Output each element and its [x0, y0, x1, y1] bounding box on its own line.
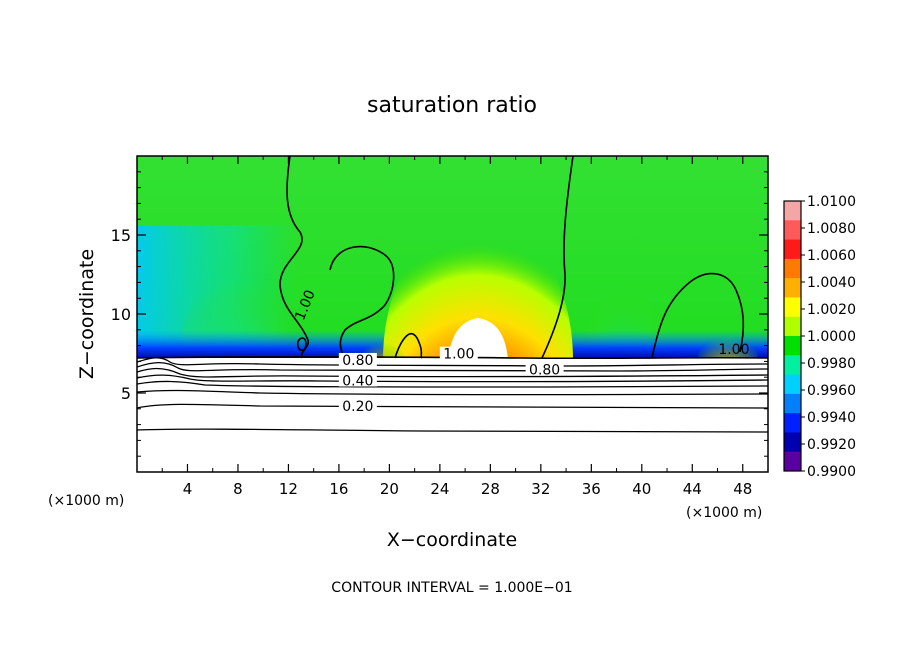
- x-tick-label: 8: [233, 480, 243, 498]
- contour-label-bg: [338, 352, 377, 366]
- contour-1-00-right: [541, 156, 574, 359]
- contour-label-bg: [338, 373, 377, 387]
- contour-label: 1.00: [718, 342, 749, 358]
- x-axis: 4 8 12 16 20 24 28 32 36 40 44 48: [161, 156, 752, 498]
- below-cloud-region: [137, 358, 768, 472]
- x-tick-label: 24: [430, 480, 449, 498]
- colorbar-swatch: [784, 336, 801, 356]
- colorbar-label: 0.9920: [807, 437, 856, 453]
- contour-label: 0.40: [342, 374, 373, 390]
- colorbar-swatch: [784, 258, 801, 279]
- contour-1-00-loop-left: [329, 245, 395, 359]
- y-axis: 5 10 15: [111, 171, 768, 457]
- contour-interval-note: CONTOUR INTERVAL = 1.000E−01: [331, 580, 572, 596]
- contour-label: 1.00: [443, 347, 474, 363]
- contour-label: 0.80: [529, 362, 560, 378]
- x-tick-label: 40: [632, 480, 651, 498]
- contour-label-bg: [525, 362, 564, 376]
- colorbar-swatch: [784, 316, 801, 337]
- x-unit-right: (×1000 m): [686, 505, 762, 521]
- colorbar-label: 1.0020: [807, 302, 856, 318]
- colorbar-label: 1.0040: [807, 275, 856, 291]
- colorbar-label: 1.0080: [807, 221, 856, 237]
- colorbar-swatch: [784, 278, 801, 298]
- colorbar-swatch: [784, 393, 801, 414]
- x-tick-label: 4: [183, 480, 193, 498]
- contour-label-bg: [338, 398, 377, 412]
- contour-0-30: [137, 389, 768, 396]
- colorbar-label: 1.0060: [807, 248, 856, 264]
- x-tick-label: 12: [279, 480, 298, 498]
- colorbar-swatch: [784, 374, 801, 395]
- colorbar-swatch: [784, 451, 801, 472]
- contour-1-00-left: [279, 156, 310, 359]
- colorbar-label: 0.9940: [807, 410, 856, 426]
- y-axis-label: Z−coordinate: [76, 249, 98, 379]
- colorbar-label: 1.0100: [807, 194, 856, 210]
- x-tick-label: 48: [733, 480, 752, 498]
- x-tick-label: 16: [329, 480, 348, 498]
- contour-0-40: [137, 380, 768, 388]
- x-axis-label: X−coordinate: [387, 529, 517, 551]
- contour-labels: 1.001.000.800.800.400.201.00: [292, 288, 749, 415]
- x-tick-label: 32: [531, 480, 550, 498]
- y-tick-label: 10: [111, 305, 131, 324]
- contour-1-00-base: [137, 356, 768, 360]
- contour-label: 0.20: [342, 399, 373, 415]
- x-unit-left: (×1000 m): [48, 493, 124, 509]
- colorbar-label: 0.9980: [807, 356, 856, 372]
- x-tick-label: 28: [481, 480, 500, 498]
- contour-0-70: [137, 361, 768, 372]
- chart-title: saturation ratio: [367, 93, 537, 118]
- colorbar-swatch: [784, 432, 801, 453]
- contour-0-10: [137, 428, 768, 433]
- colorbar-swatch: [784, 355, 801, 376]
- colorbar-label: 0.9900: [807, 464, 856, 480]
- contour-label-bg: [439, 346, 478, 360]
- x-tick-label: 20: [380, 480, 399, 498]
- colorbar-label: 1.0000: [807, 329, 856, 345]
- contour-0-50: [137, 374, 768, 383]
- y-tick-label: 5: [121, 384, 131, 403]
- x-tick-label: 36: [582, 480, 601, 498]
- colorbar-swatch: [784, 413, 801, 433]
- contour-1-00-loop-right: [651, 272, 745, 359]
- colorbar-swatch: [784, 201, 801, 221]
- contour-0-60: [137, 367, 768, 378]
- contour-lines: [137, 156, 768, 360]
- colorbar-swatch: [784, 239, 801, 260]
- colorbar-label: 0.9960: [807, 383, 856, 399]
- y-tick-label: 15: [111, 226, 131, 245]
- colorbar-swatch: [784, 220, 801, 241]
- contour-1-00-mid: [394, 332, 423, 359]
- x-tick-label: 44: [683, 480, 702, 498]
- contour-label: 0.80: [342, 353, 373, 369]
- contour-1-00-small: [296, 337, 307, 352]
- colorbar: 1.0100 1.0080 1.0060 1.0040 1.0020 1.0000 0.99…: [783, 194, 856, 480]
- plot-area: 1.001.000.800.800.400.201.00: [137, 156, 768, 472]
- colorbar-swatch: [784, 297, 801, 318]
